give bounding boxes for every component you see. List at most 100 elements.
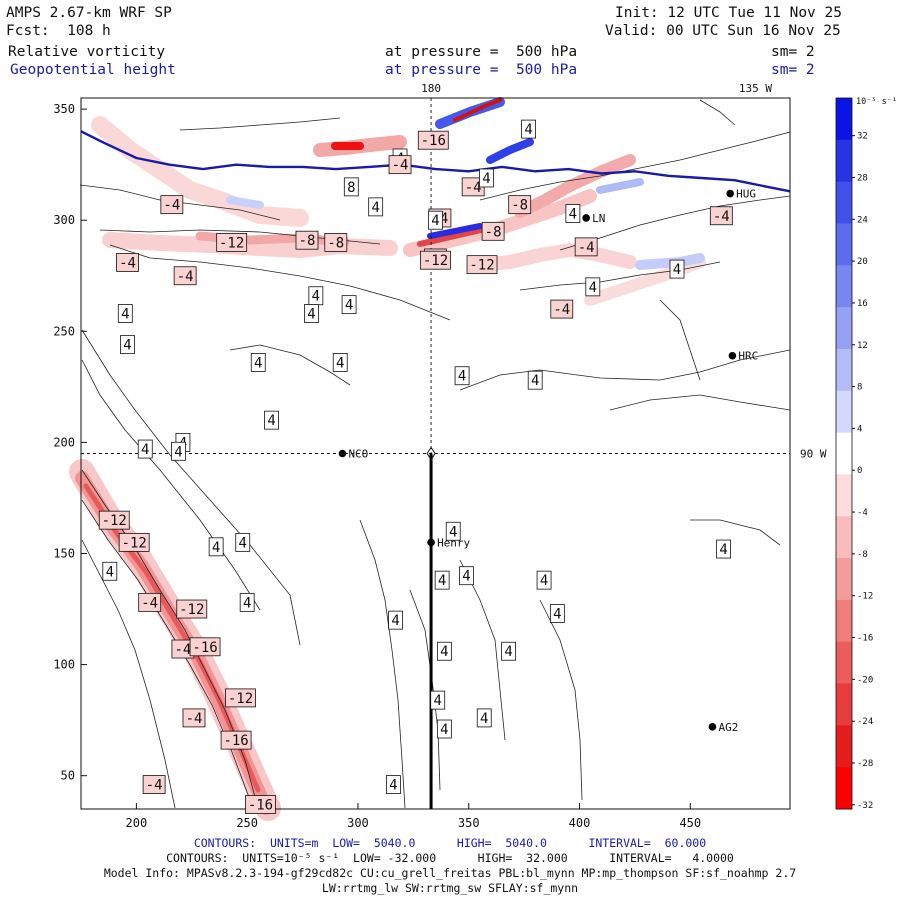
colorbar-tick-label: 16 <box>857 299 868 309</box>
crosshair-marker <box>426 446 436 461</box>
contour-label-box <box>669 259 685 279</box>
contour-label-box <box>220 730 252 750</box>
vorticity-contour <box>690 519 781 546</box>
contour-label: 4 <box>540 573 548 589</box>
colorbar-tick-label: 4 <box>857 424 862 434</box>
contour-label: -4 <box>392 158 409 174</box>
station-dot <box>728 351 737 360</box>
contour-label-box <box>466 255 498 275</box>
contour-label: 4 <box>440 644 448 660</box>
contour-label: 4 <box>569 207 577 223</box>
y-tick-label: 100 <box>53 658 75 672</box>
contour-label: 4 <box>307 307 315 323</box>
vorticity-shading <box>486 138 534 164</box>
vorticity-shading <box>417 225 493 247</box>
y-tick-label: 250 <box>53 324 75 338</box>
contour-label-box <box>417 130 449 150</box>
station-dot <box>726 189 734 198</box>
colorbar-tick-label: 24 <box>857 215 868 225</box>
contour-label-box <box>527 370 543 390</box>
contour-label: -8 <box>327 235 344 251</box>
vorticity-contour <box>81 539 176 809</box>
contour-label-box <box>549 604 565 623</box>
contour-label-box <box>176 599 208 619</box>
vorticity-contour <box>559 195 791 251</box>
contour-label-box <box>341 295 357 315</box>
vorticity-contour <box>109 244 451 321</box>
contour-label: -16 <box>421 133 446 149</box>
colorbar-tick-label: 28 <box>857 173 868 183</box>
station-label: LN <box>592 212 605 225</box>
vorticity-shading <box>596 178 644 194</box>
colorbar-swatch <box>836 432 852 475</box>
colorbar-tick-label: 12 <box>857 341 868 351</box>
x-tick-label: 450 <box>679 816 701 830</box>
colorbar-tick-label: 32 <box>857 132 868 142</box>
contour-label: 4 <box>458 369 466 385</box>
contour-label: -12 <box>423 253 448 269</box>
contour-label: 4 <box>589 280 597 296</box>
contour-label-box <box>332 353 348 372</box>
contour-label: -16 <box>223 733 248 749</box>
vorticity-contour <box>659 299 701 381</box>
contour-label: 4 <box>239 535 247 551</box>
colorbar-swatch <box>836 558 852 601</box>
y-tick-label: 350 <box>53 102 75 116</box>
colorbar-tick-label: -8 <box>857 550 868 560</box>
contour-label: -8 <box>485 224 502 240</box>
contour-label: -8 <box>299 233 316 249</box>
vorticity-contour <box>409 589 441 791</box>
contour-label: 4 <box>531 373 539 389</box>
contour-label: 4 <box>371 200 379 216</box>
contour-label: 4 <box>438 573 446 589</box>
colorbar-unit: 10⁻⁵ s⁻¹ <box>856 97 897 107</box>
contour-label-box <box>445 521 461 541</box>
colorbar-swatch <box>836 767 852 810</box>
station-label: HRC <box>738 350 758 363</box>
contour-label-box <box>216 233 248 252</box>
vorticity-contour <box>81 359 261 611</box>
vorticity-shading <box>473 243 637 272</box>
vorticity-contour <box>229 344 351 386</box>
contour-label-box <box>388 610 404 630</box>
contour-label: 4 <box>480 711 488 727</box>
contour-label: 4 <box>212 540 220 556</box>
longitude-label: 180 <box>421 82 441 95</box>
contour-label-box <box>102 561 118 581</box>
colorbar-swatch <box>836 599 852 643</box>
contour-label-box <box>173 266 197 286</box>
colorbar-tick-label: -12 <box>857 592 873 602</box>
vorticity-contour <box>459 349 791 391</box>
geopotential-contour-5040m <box>80 130 791 193</box>
vorticity-shading <box>427 223 483 239</box>
vorticity-contour <box>699 99 736 126</box>
contour-label: 4 <box>449 524 457 540</box>
contour-label: 4 <box>389 778 397 794</box>
colorbar-tick-label: 8 <box>857 383 862 393</box>
vorticity-contour <box>81 329 301 646</box>
contour-label: 4 <box>553 606 561 622</box>
contour-label: -12 <box>102 513 127 529</box>
contour-label: 4 <box>174 444 182 460</box>
contour-label: 4 <box>267 413 275 429</box>
colorbar-swatch <box>836 265 852 308</box>
station-dot <box>708 722 717 731</box>
x-tick-label: 350 <box>458 816 480 830</box>
contour-label-box <box>117 304 133 323</box>
vorticity-shading <box>453 98 502 122</box>
contour-label: -16 <box>248 798 273 814</box>
colorbar-tick-label: -16 <box>857 634 873 644</box>
contour-label-box <box>479 168 494 188</box>
contour-label: 4 <box>141 442 149 458</box>
contour-label-box <box>550 299 574 319</box>
vorticity-shading <box>91 116 309 227</box>
vorticity-contour <box>479 131 791 201</box>
contour-label-box <box>160 195 184 215</box>
colorbar-swatch <box>836 98 852 141</box>
contour-label: 4 <box>123 338 131 354</box>
contour-label: 4 <box>482 171 490 187</box>
contour-label: 4 <box>336 355 344 371</box>
field1-level: at pressure = 500 hPa <box>385 44 578 60</box>
vorticity-shading <box>584 256 706 306</box>
contour-label-box <box>521 119 536 139</box>
